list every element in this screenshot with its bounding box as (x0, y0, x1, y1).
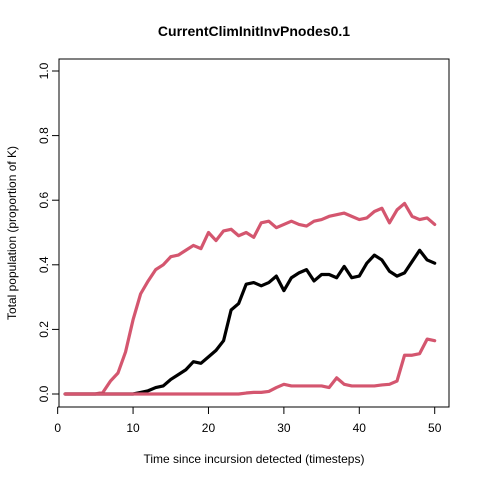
series-line-2 (63, 248, 437, 396)
chart-title: CurrentClimInitInvPnodes0.1 (158, 23, 350, 39)
series-layer (63, 201, 437, 396)
x-tick-label: 50 (428, 421, 442, 435)
x-tick-label: 0 (54, 421, 61, 435)
y-tick-label: 0.6 (37, 192, 51, 209)
x-tick-label: 20 (202, 421, 216, 435)
y-tick-label: 1.0 (37, 62, 51, 79)
x-tick-label: 30 (277, 421, 291, 435)
y-tick-label: 0.8 (37, 127, 51, 144)
y-axis-label: Total population (proportion of K) (5, 146, 19, 320)
plot-frame (58, 58, 450, 408)
series-line-3 (63, 337, 437, 396)
y-tick-label: 0.2 (37, 321, 51, 338)
y-axis: 0.0 0.2 0.4 0.6 0.8 1.0 (37, 62, 60, 402)
x-axis: 0 10 20 30 40 50 (54, 406, 442, 435)
x-axis-label: Time since incursion detected (timesteps… (144, 452, 365, 466)
x-tick-label: 10 (126, 421, 140, 435)
y-tick-label: 0.0 (37, 385, 51, 402)
y-tick-label: 0.4 (37, 256, 51, 273)
x-tick-label: 40 (353, 421, 367, 435)
series-line-1 (63, 201, 437, 396)
